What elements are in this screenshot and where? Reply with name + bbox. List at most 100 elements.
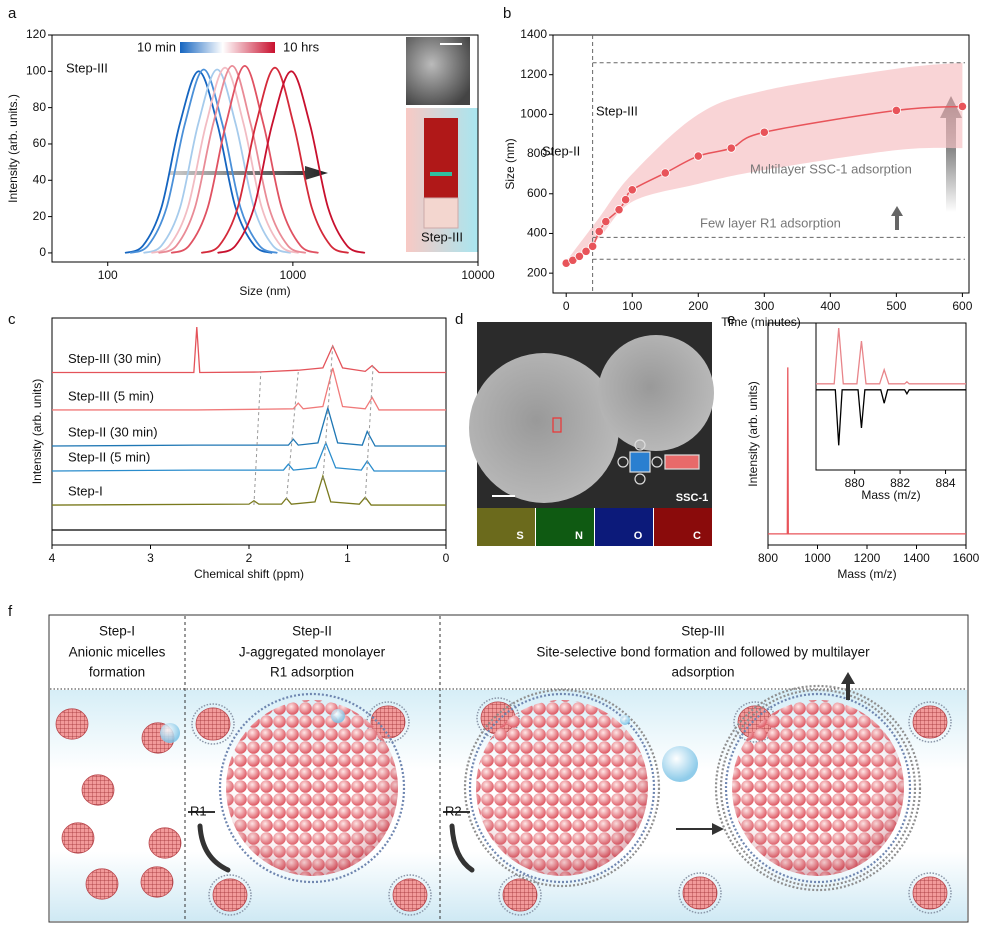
adsorbed-layer <box>714 684 922 892</box>
cuvette-bottom <box>423 197 459 229</box>
shell <box>678 872 722 914</box>
inset-label: Step-III <box>421 229 463 244</box>
x-tick-label: 10000 <box>461 268 495 282</box>
x-tick-label: 1600 <box>953 551 980 565</box>
y-axis-label: Intensity (arb. units) <box>746 381 760 486</box>
micelle-shade <box>476 700 648 876</box>
step-description: R1 adsorption <box>270 665 354 680</box>
x-tick-label: 1400 <box>903 551 930 565</box>
micelle-mesh <box>81 774 115 806</box>
series-line <box>143 68 292 254</box>
x-tick-label: 1200 <box>854 551 881 565</box>
data-point <box>581 246 591 256</box>
x-tick-label: 600 <box>952 299 972 313</box>
micelle-mesh <box>195 707 231 741</box>
y-tick-label: 60 <box>33 136 47 150</box>
series-line <box>51 441 446 472</box>
map-o <box>595 508 653 546</box>
data-point <box>957 101 967 112</box>
y-tick-label: 800 <box>527 146 547 160</box>
x-tick-label: 500 <box>886 299 906 313</box>
panel-letter: c <box>8 311 16 328</box>
series-label: Step-II (5 min) <box>68 449 150 464</box>
x-tick-label: 100 <box>622 299 642 313</box>
micelle-shade <box>226 700 398 876</box>
panel-letter: f <box>8 603 13 620</box>
shell <box>388 874 432 916</box>
x-tick-label: 3 <box>147 551 154 565</box>
x-tick-label: 1000 <box>280 268 307 282</box>
shell <box>191 703 235 745</box>
panel-letter: d <box>455 311 463 328</box>
x-tick-label: 880 <box>845 476 865 490</box>
micelle-mesh <box>148 827 182 859</box>
adsorbed-layer <box>468 692 656 884</box>
panel-letter: b <box>503 5 511 22</box>
series-line <box>52 327 446 374</box>
x-axis-label: Mass (m/z) <box>861 488 920 502</box>
data-point <box>660 168 670 178</box>
error-band <box>566 62 963 266</box>
x-tick-label: 1 <box>344 551 351 565</box>
reagent-label: R1 <box>190 803 207 818</box>
step-title: Step-I <box>99 624 135 639</box>
x-tick-label: 0 <box>443 551 450 565</box>
y-tick-label: 100 <box>26 63 46 77</box>
data-point <box>614 205 624 215</box>
series-line <box>768 367 966 535</box>
x-axis-label: Mass (m/z) <box>837 567 896 581</box>
data-point <box>621 195 631 205</box>
peak-guide <box>253 371 262 506</box>
particle <box>469 353 619 503</box>
small-arrow <box>891 206 903 230</box>
map-label: C <box>693 530 701 542</box>
annotation: Step-II <box>542 143 580 158</box>
y-tick-label: 200 <box>527 265 547 279</box>
micelle-mesh <box>61 822 95 854</box>
micelle-mesh <box>502 878 538 912</box>
scheme-art <box>55 672 952 916</box>
plot-frame <box>552 34 970 294</box>
micelle-mesh <box>55 708 89 740</box>
annotation: Few layer R1 adsorption <box>700 215 841 230</box>
data-point <box>891 105 901 116</box>
series-line <box>52 367 446 411</box>
shell <box>908 872 952 914</box>
series-line <box>150 66 300 254</box>
step-description: adsorption <box>671 665 734 680</box>
colorbar <box>180 42 275 53</box>
plot-frame <box>51 34 479 263</box>
x-tick-label: 0 <box>563 299 570 313</box>
water-drop <box>160 723 180 743</box>
series-line <box>124 70 273 254</box>
series-line <box>51 473 446 506</box>
particle <box>598 335 714 451</box>
series-line <box>816 389 966 446</box>
arrow <box>676 823 724 835</box>
molecule-icon <box>617 439 700 485</box>
y-tick-label: 80 <box>33 100 47 114</box>
data-point <box>759 127 769 137</box>
x-axis-label: Chemical shift (ppm) <box>194 567 304 581</box>
micelle-mesh <box>682 876 718 910</box>
series-label: Step-I <box>68 483 103 498</box>
y-axis-label: Intensity (arb. units) <box>30 379 44 484</box>
adsorbed-layer <box>463 688 661 888</box>
step-title: Step-III <box>681 624 725 639</box>
map-s <box>477 508 535 546</box>
molecule-label: SSC-1 <box>676 492 708 504</box>
peak-guide <box>285 371 299 501</box>
y-tick-label: 400 <box>527 226 547 240</box>
reagent-label: R2 <box>445 803 462 818</box>
x-tick-label: 100 <box>98 268 118 282</box>
annotation: Step-III <box>66 60 108 75</box>
x-tick-label: 400 <box>820 299 840 313</box>
x-tick-label: 2 <box>246 551 253 565</box>
y-tick-label: 120 <box>26 27 46 41</box>
step-description: Site-selective bond formation and follow… <box>536 645 870 660</box>
panel-letter: e <box>727 311 735 328</box>
map-n <box>536 508 594 546</box>
map-c <box>654 508 712 546</box>
step-description: formation <box>89 665 145 680</box>
micelle-mesh <box>85 868 119 900</box>
